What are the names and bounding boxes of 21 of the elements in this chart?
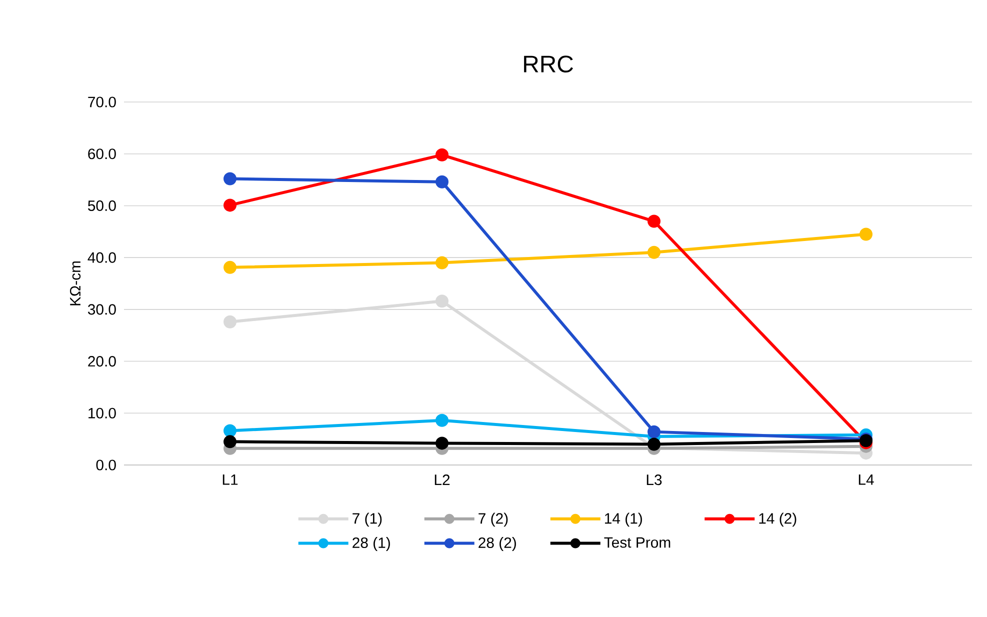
legend-label: 28 (2) [478,537,516,551]
x-tick-label: L4 [858,474,874,485]
y-tick-label: 60.0 [88,148,116,160]
legend-label: Test Prom [604,537,670,548]
y-axis-title: KΩ-cm [70,261,81,306]
y-tick-label: 30.0 [88,304,116,315]
legend-label: 28 (1) [352,537,390,551]
x-tick-label: L2 [434,474,450,485]
y-tick-label: 10.0 [88,408,116,418]
legend-label: 14 (2) [759,512,796,527]
y-tick-label: 0.0 [96,460,116,470]
x-tick-label: L3 [646,474,662,486]
y-tick-label: 50.0 [88,200,116,211]
legend-label: 7 (1) [352,512,382,527]
chart-title: RRC [524,56,573,73]
y-tick-label: 40.0 [88,252,116,263]
y-tick-label: 20.0 [88,356,116,367]
legend-label: 14 (1) [605,512,642,527]
y-tick-label: 70.0 [88,96,116,108]
x-tick-label: L1 [222,474,238,485]
legend-label: 7 (2) [478,512,508,527]
